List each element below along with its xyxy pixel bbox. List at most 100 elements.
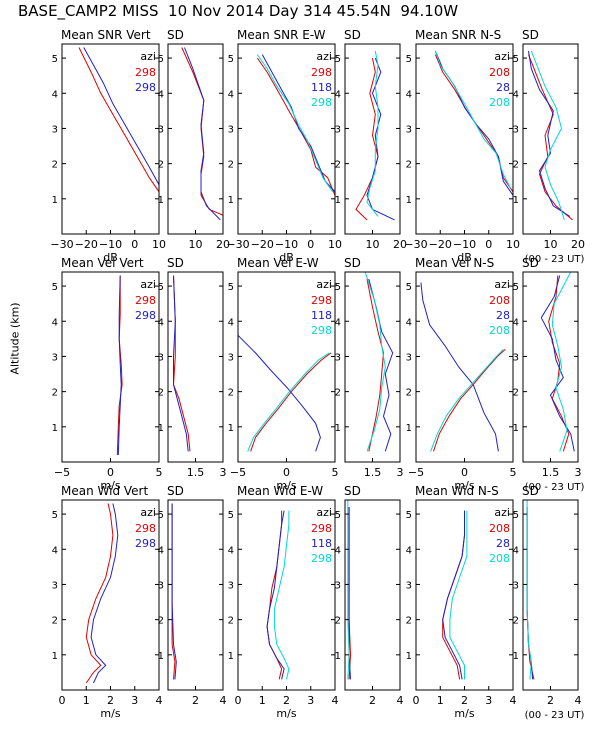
series-line-red [116,275,123,456]
series-line-cyan [551,272,572,452]
y-tick-label: 4 [52,89,58,100]
series-group [172,275,191,452]
y-tick-label: 1 [52,423,58,434]
x-tick-label: −10 [275,238,298,251]
y-tick-label: 4 [52,317,58,328]
legend-entry: 298 [311,66,332,79]
y-tick-label: 3 [52,580,58,591]
y-tick-label: 4 [513,89,519,100]
panel-title: SD [344,28,361,42]
panel-title: Mean Wid E-W [237,484,323,498]
y-tick-label: 4 [228,317,234,328]
panel-r2c0: Mean Wid Vert 1 2 3 4 5 0 1 2 3 4 m/s azi 298 298 [52,484,163,720]
x-tick-label: 20 [393,238,407,251]
panel-title: Mean Vel N-S [415,256,494,270]
x-tick-label: 2 [547,694,554,707]
y-tick-label: 3 [158,124,164,135]
panel-r0c3: SD 1 2 3 4 5 10 20 [335,28,407,251]
y-tick-label: 3 [335,352,341,363]
x-tick-label: −5 [54,466,70,479]
y-tick-label: 4 [406,89,412,100]
series-group [181,47,223,221]
x-tick-label: 1 [83,694,90,707]
y-tick-label: 5 [228,510,234,521]
x-tick-label: 2 [369,694,376,707]
x-tick-label: −5 [230,466,246,479]
y-tick-label: 1 [158,195,164,206]
x-tick-label: 5 [510,466,517,479]
y-tick-label: 5 [52,54,58,65]
series-group [528,50,573,221]
series-line-red [526,507,535,680]
legend-entry: 298 [135,81,156,94]
panel-r1c4: Mean Vel N-S 1 2 3 4 5 −5 0 5 m/s azi 208 28 208 [406,256,517,492]
y-tick-label: 5 [335,282,341,293]
x-tick-label: 1.5 [542,466,560,479]
x-tick-label: 0 [235,694,242,707]
y-tick-label: 5 [513,282,519,293]
y-tick-label: 5 [158,282,164,293]
x-tick-label: −30 [50,238,73,251]
x-tick-label: 3 [397,466,404,479]
x-axis-label: m/s [100,707,120,720]
y-tick-label: 5 [406,510,412,521]
series-group [347,500,352,680]
x-axis-label: m/s [100,479,120,492]
series-line-red [181,47,223,216]
legend-header: azi [316,506,332,519]
series-group [116,275,123,456]
y-tick-label: 2 [158,616,164,627]
x-tick-label: 0 [461,466,468,479]
x-tick-label: 3 [485,694,492,707]
x-tick-label: 0 [283,466,290,479]
y-tick-label: 5 [513,510,519,521]
y-tick-label: 3 [228,352,234,363]
x-tick-label: 0 [59,694,66,707]
panel-frame [167,43,224,235]
y-tick-label: 4 [406,317,412,328]
y-tick-label: 4 [513,317,519,328]
y-tick-label: 5 [52,282,58,293]
x-axis-label: m/s [454,707,474,720]
x-tick-label: 0 [307,238,314,251]
legend-entry: 298 [311,522,332,535]
panel-r0c2: Mean SNR E-W 1 2 3 4 5 −30 −20 −10 0 10 dB azi 298 118… [226,28,342,264]
series-line-cyan [364,272,386,452]
legend-entry: 298 [135,537,156,550]
legend-entry: 118 [311,537,332,550]
x-tick-label: 10 [152,238,166,251]
panel-title: SD [167,484,184,498]
series-line-cyan [247,352,330,452]
x-tick-label: −10 [453,238,476,251]
y-tick-label: 2 [52,616,58,627]
legend-entry: 208 [489,522,510,535]
x-tick-label: 5 [332,466,339,479]
y-tick-label: 3 [513,124,519,135]
y-tick-label: 4 [52,545,58,556]
legend-entry: 208 [489,66,510,79]
panel-r0c5: SD 1 2 3 4 5 10 20 [513,28,585,251]
legend-header: azi [316,278,332,291]
series-line-blue [171,503,177,680]
x-tick-label: 4 [510,694,517,707]
x-tick-label: 1.5 [187,466,205,479]
y-tick-label: 3 [228,124,234,135]
x-tick-label: 10 [366,238,380,251]
legend-entry: 298 [311,294,332,307]
x-tick-label: −20 [429,238,452,251]
x-tick-label: −30 [226,238,249,251]
y-tick-label: 4 [158,545,164,556]
y-tick-label: 1 [228,195,234,206]
y-tick-label: 1 [513,195,519,206]
panel-r1c3: SD 1 2 3 4 5 1.5 3 [335,256,404,479]
y-tick-label: 1 [406,651,412,662]
legend-header: azi [140,50,156,63]
y-tick-label: 5 [513,54,519,65]
panel-frame [522,271,579,463]
y-tick-label: 5 [335,54,341,65]
series-line-blue [173,275,189,452]
panel-title: SD [522,28,539,42]
y-tick-label: 5 [158,54,164,65]
x-tick-label: 0 [131,238,138,251]
series-line-red [172,275,191,452]
